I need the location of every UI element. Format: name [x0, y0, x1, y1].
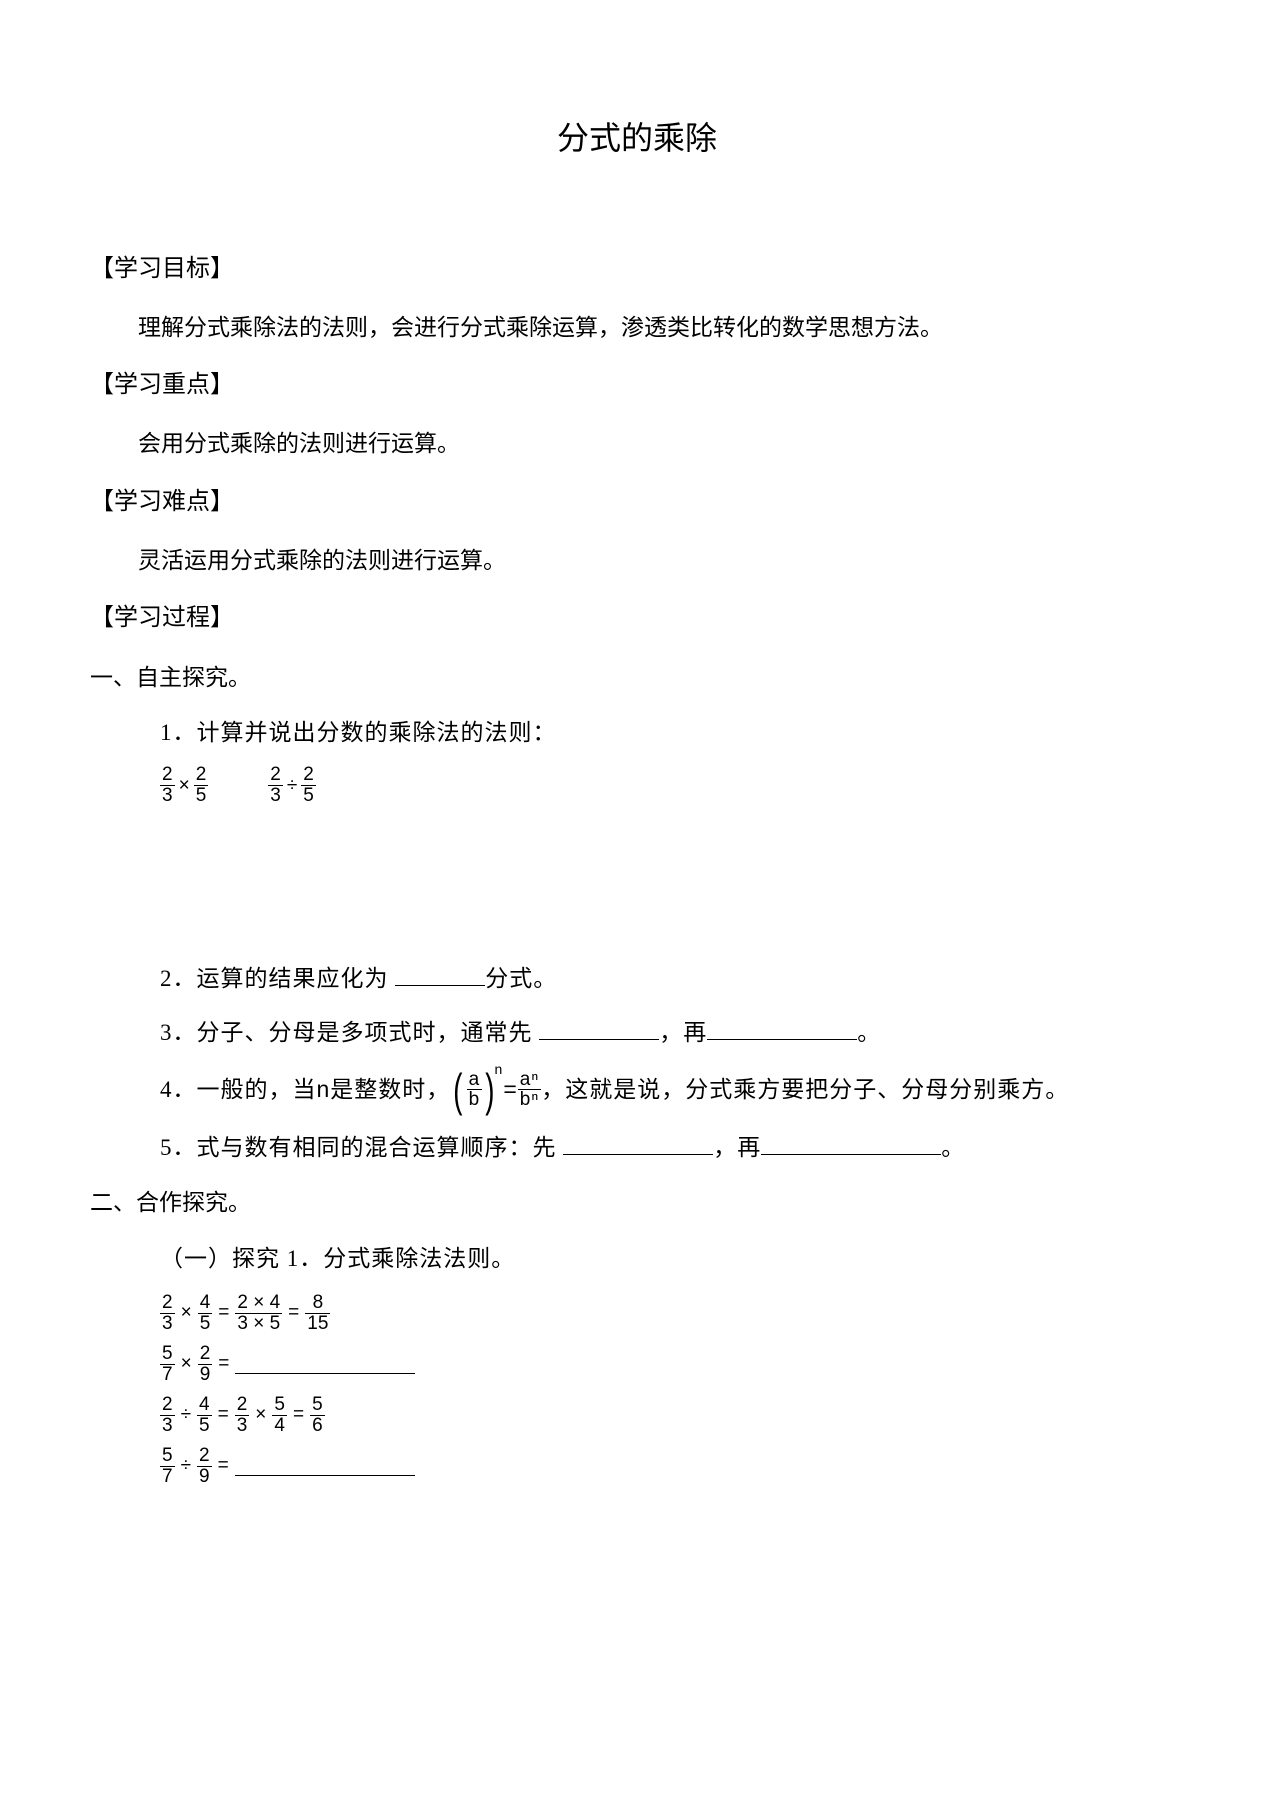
op-div: ÷ — [287, 769, 297, 803]
frac-num: 2 — [235, 1395, 250, 1416]
eq: = — [503, 1069, 517, 1110]
item4: 4．一般的，当 n 是整数时， ( ab ) n = aⁿbⁿ ，这就是说，分式… — [160, 1067, 1184, 1113]
frac-den: 3 — [160, 786, 175, 806]
blank-fill — [563, 1132, 713, 1155]
eq: = — [218, 1347, 229, 1381]
goal-header: 【学习目标】 — [90, 248, 1184, 291]
frac-den: 5 — [197, 1416, 212, 1436]
op: × — [181, 1347, 192, 1381]
blank-fill — [235, 1457, 415, 1476]
frac-den: 7 — [160, 1467, 175, 1487]
page-title: 分式的乘除 — [90, 110, 1184, 168]
goal-text: 理解分式乘除法的法则，会进行分式乘除运算，渗透类比转化的数学思想方法。 — [138, 307, 1184, 348]
frac-num: 2 — [160, 1395, 175, 1416]
frac-num: 2 — [197, 1446, 212, 1467]
item5-before: 5．式与数有相同的混合运算顺序：先 — [160, 1135, 563, 1160]
math-line3: 23 ÷ 45 = 23 × 54 = 56 — [160, 1395, 1184, 1436]
item3-before: 3．分子、分母是多项式时，通常先 — [160, 1020, 539, 1045]
frac-num: 2 — [301, 765, 316, 786]
eq: = — [293, 1398, 304, 1432]
frac-num: 5 — [160, 1344, 175, 1365]
op: ÷ — [181, 1398, 191, 1432]
difficulty-text: 灵活运用分式乘除的法则进行运算。 — [138, 540, 1184, 581]
eq: = — [218, 1449, 229, 1483]
frac-den: 3 — [160, 1416, 175, 1436]
keypoint-header: 【学习重点】 — [90, 364, 1184, 407]
item3-end: 。 — [857, 1020, 881, 1045]
op: × — [255, 1398, 266, 1432]
frac-num: 2 — [194, 765, 209, 786]
frac-den: 3 — [160, 1314, 175, 1334]
frac-den: 5 — [301, 786, 316, 806]
exponent: n — [495, 1057, 504, 1082]
item5: 5．式与数有相同的混合运算顺序：先 ，再 。 — [160, 1127, 1184, 1168]
math-line4: 57 ÷ 29 = — [160, 1446, 1184, 1487]
item2-before: 2．运算的结果应化为 — [160, 966, 395, 991]
item2-after: 分式。 — [485, 966, 557, 991]
process-header: 【学习过程】 — [90, 597, 1184, 640]
frac-num: 4 — [198, 1293, 213, 1314]
blank-fill — [707, 1017, 857, 1040]
frac-den: 7 — [160, 1365, 175, 1385]
eq: = — [218, 1398, 229, 1432]
part2-heading: 二、合作探究。 — [90, 1182, 1184, 1223]
item5-end: 。 — [941, 1135, 965, 1160]
item4-before: 4．一般的，当 — [160, 1069, 317, 1110]
item4-mid: 是整数时， — [330, 1069, 450, 1110]
part1-heading: 一、自主探究。 — [90, 657, 1184, 698]
item4-after: ，这就是说，分式乘方要把分子、分母分别乘方。 — [541, 1069, 1069, 1110]
frac-num: 5 — [160, 1446, 175, 1467]
frac-num: aⁿ — [518, 1070, 542, 1091]
frac-num: 5 — [272, 1395, 287, 1416]
op: × — [181, 1296, 192, 1330]
op: ÷ — [181, 1449, 191, 1483]
frac-den: bⁿ — [518, 1090, 542, 1110]
math-line2: 57 × 29 = — [160, 1344, 1184, 1385]
frac-den: 9 — [197, 1467, 212, 1487]
frac-num: 2 — [198, 1344, 213, 1365]
item2: 2．运算的结果应化为 分式。 — [160, 958, 1184, 999]
frac-den: 6 — [310, 1416, 325, 1436]
frac-den: 5 — [198, 1314, 213, 1334]
blank-fill — [235, 1355, 415, 1374]
part2-subheading: （一）探究 1．分式乘除法法则。 — [160, 1238, 1184, 1279]
frac-num: 2 — [268, 765, 283, 786]
eq: = — [218, 1296, 229, 1330]
frac-num: a — [467, 1070, 483, 1091]
eq: = — [288, 1296, 299, 1330]
item5-mid: ，再 — [713, 1135, 761, 1160]
frac-den: 15 — [305, 1314, 330, 1334]
difficulty-header: 【学习难点】 — [90, 481, 1184, 524]
paren-group: ( ab ) n — [450, 1067, 503, 1113]
keypoint-text: 会用分式乘除的法则进行运算。 — [138, 423, 1184, 464]
frac-den: 3 — [235, 1416, 250, 1436]
item3-mid: ，再 — [659, 1020, 707, 1045]
blank-fill — [761, 1132, 941, 1155]
op-times: × — [179, 769, 190, 803]
frac-num: 8 — [305, 1293, 330, 1314]
frac-num: 4 — [197, 1395, 212, 1416]
item3: 3．分子、分母是多项式时，通常先 ，再 。 — [160, 1012, 1184, 1053]
item1: 1．计算并说出分数的乘除法的法则： — [160, 712, 1184, 753]
frac-num: 5 — [310, 1395, 325, 1416]
frac-num: 2 — [160, 765, 175, 786]
math-line1: 23 × 45 = 2 × 43 × 5 = 815 — [160, 1293, 1184, 1334]
frac-num: 2 — [160, 1293, 175, 1314]
blank-fill — [539, 1017, 659, 1040]
item1-math: 23 × 25 23 ÷ 25 — [160, 765, 1184, 806]
blank-fill — [395, 963, 485, 986]
frac-den: b — [467, 1090, 483, 1110]
frac-den: 9 — [198, 1365, 213, 1385]
frac-den: 3 × 5 — [235, 1314, 282, 1334]
frac-num: 2 × 4 — [235, 1293, 282, 1314]
frac-den: 4 — [272, 1416, 287, 1436]
frac-den: 5 — [194, 786, 209, 806]
frac-den: 3 — [268, 786, 283, 806]
item4-n: n — [317, 1069, 331, 1110]
